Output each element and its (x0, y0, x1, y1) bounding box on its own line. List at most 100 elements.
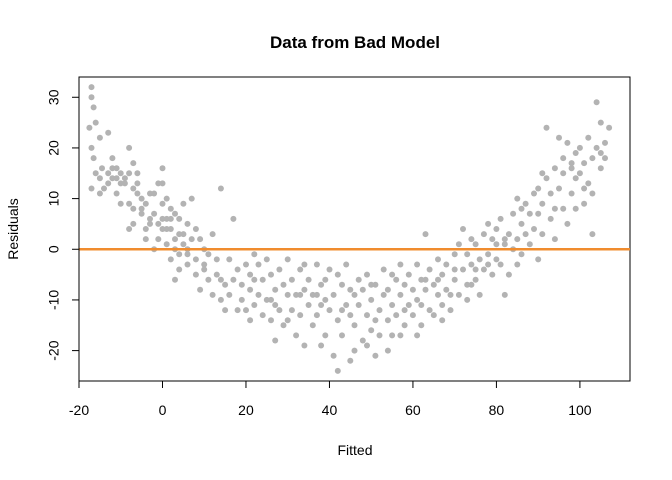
data-point (347, 286, 354, 293)
data-point (422, 286, 429, 293)
data-point (472, 266, 479, 273)
data-point (414, 296, 421, 303)
data-point (376, 307, 383, 314)
data-point (297, 312, 304, 319)
data-point (514, 195, 521, 202)
data-point (151, 190, 158, 197)
data-point (401, 307, 408, 314)
data-point (380, 291, 387, 298)
data-point (180, 231, 187, 238)
data-point (518, 220, 525, 227)
data-point (130, 220, 137, 227)
data-point (226, 256, 233, 263)
data-point (318, 281, 325, 288)
data-point (464, 251, 471, 258)
data-point (192, 226, 199, 232)
data-point (359, 337, 366, 344)
data-point (134, 170, 141, 177)
data-point (90, 155, 97, 162)
y-tick-label: -20 (46, 340, 62, 360)
data-point (543, 124, 550, 131)
data-point (439, 302, 446, 308)
data-point (284, 256, 291, 263)
data-point (397, 332, 404, 339)
data-point (113, 165, 120, 172)
data-point (339, 281, 345, 288)
data-point (602, 139, 608, 146)
data-point (522, 200, 529, 207)
data-point (472, 276, 479, 283)
data-point (485, 220, 492, 227)
data-point (130, 160, 137, 167)
data-point (334, 271, 341, 278)
data-point (560, 155, 567, 162)
data-point (92, 119, 99, 126)
data-point (305, 276, 312, 283)
data-point (243, 307, 249, 314)
data-point (439, 271, 446, 278)
data-point (443, 286, 450, 293)
data-point (318, 342, 325, 349)
data-point (535, 210, 542, 217)
data-point (109, 155, 116, 162)
data-point (142, 200, 149, 207)
data-point (426, 266, 433, 273)
data-point (130, 185, 137, 192)
data-point (468, 236, 475, 243)
data-point (418, 302, 425, 308)
data-point (188, 195, 195, 202)
data-point (134, 190, 141, 197)
data-point (464, 281, 471, 288)
data-point (430, 281, 437, 288)
data-point (201, 266, 208, 273)
data-point (351, 322, 358, 329)
data-point (288, 276, 295, 283)
data-point (230, 276, 237, 283)
y-tick-label: 0 (46, 245, 62, 253)
data-point (426, 307, 433, 314)
data-point (435, 276, 441, 283)
data-point (147, 220, 153, 227)
data-point (389, 332, 396, 339)
data-point (217, 276, 224, 283)
data-point (313, 261, 320, 268)
chart-title: Data from Bad Model (270, 33, 440, 52)
data-point (230, 215, 237, 222)
data-point (322, 276, 329, 283)
data-point (117, 200, 124, 207)
data-point (518, 251, 525, 258)
data-point (117, 180, 124, 187)
data-point (510, 210, 517, 217)
data-point (359, 286, 366, 293)
data-point (451, 251, 458, 258)
data-point (493, 256, 500, 263)
data-point (589, 155, 596, 162)
data-point (130, 205, 137, 212)
data-point (155, 220, 162, 227)
data-point (259, 276, 266, 283)
data-point (113, 190, 120, 197)
data-point (422, 231, 429, 238)
data-point (238, 281, 245, 288)
data-point (263, 256, 270, 263)
data-point (539, 231, 546, 238)
data-point (142, 226, 149, 232)
data-point (560, 205, 567, 212)
data-point (280, 281, 287, 288)
data-point (505, 231, 512, 238)
data-point (372, 317, 379, 324)
data-point (485, 261, 492, 268)
data-point (226, 291, 233, 298)
data-point (163, 226, 170, 232)
data-point (514, 236, 521, 243)
data-point (313, 291, 320, 298)
data-point (309, 322, 316, 329)
data-point (167, 226, 174, 232)
data-point (330, 352, 337, 359)
data-point (347, 312, 354, 319)
data-point (268, 317, 274, 324)
data-point (455, 291, 462, 298)
x-tick-label: 40 (322, 402, 338, 418)
y-axis-label: Residuals (5, 198, 21, 259)
data-point (351, 347, 358, 354)
